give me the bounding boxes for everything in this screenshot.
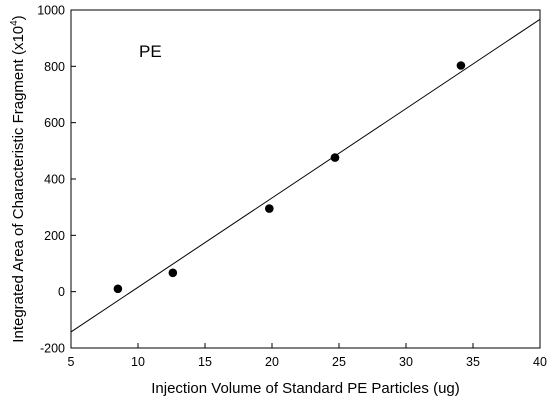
data-point xyxy=(113,284,123,294)
y-tick-label: 200 xyxy=(44,229,65,243)
x-tick-label: 30 xyxy=(399,355,413,369)
x-tick-label: 10 xyxy=(131,355,145,369)
y-tick-label: 400 xyxy=(44,173,65,187)
x-tick-label: 20 xyxy=(265,355,279,369)
x-tick-label: 35 xyxy=(466,355,480,369)
y-tick-label: -200 xyxy=(40,342,65,356)
y-tick-label: 0 xyxy=(58,285,65,299)
y-tick-label: 600 xyxy=(44,116,65,130)
x-axis-ticks: 5 10 15 20 25 30 35 40 xyxy=(68,343,547,369)
x-tick-label: 15 xyxy=(198,355,212,369)
data-point xyxy=(456,61,466,70)
x-tick-label: 25 xyxy=(332,355,346,369)
y-axis-title: Integrated Area of Characteristic Fragme… xyxy=(9,15,27,342)
x-tick-label: 40 xyxy=(533,355,547,369)
data-point xyxy=(265,204,274,213)
data-point xyxy=(168,268,178,278)
x-tick-label: 5 xyxy=(68,355,75,369)
y-axis-ticks: -200 0 200 400 600 800 1000 xyxy=(37,4,76,356)
y-axis-title-close: ) xyxy=(10,15,27,20)
regression-line xyxy=(70,18,541,333)
y-axis-title-superscript: 4 xyxy=(9,20,20,26)
data-point xyxy=(330,153,340,162)
regression-line-group xyxy=(70,18,541,333)
y-axis-title-main: Integrated Area of Characteristic Fragme… xyxy=(10,26,27,343)
x-axis-title: Injection Volume of Standard PE Particle… xyxy=(151,380,460,397)
chart-annotation: PE xyxy=(139,42,162,61)
y-tick-label: 1000 xyxy=(37,4,65,18)
y-tick-label: 800 xyxy=(44,60,65,74)
data-points xyxy=(113,61,466,294)
